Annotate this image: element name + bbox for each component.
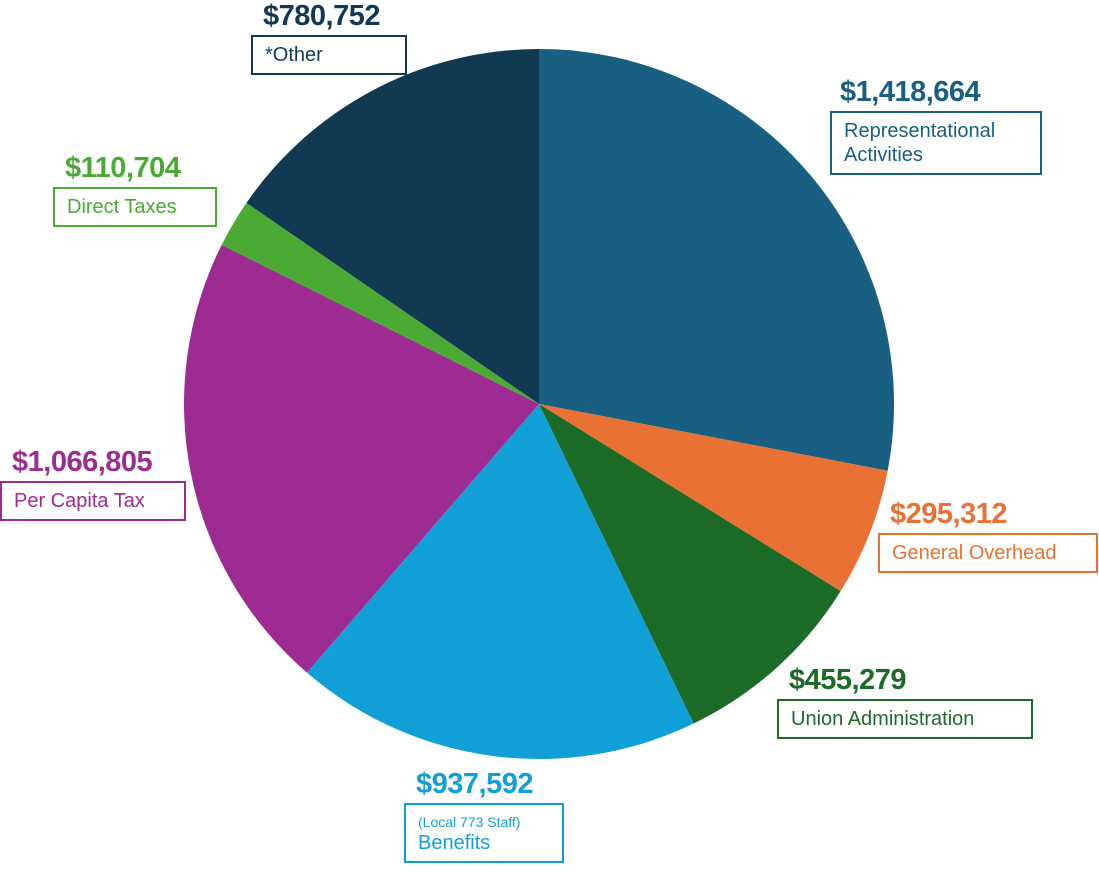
slice-label-text: *Other: [265, 44, 323, 66]
slice-label-text: Per Capita Tax: [14, 490, 145, 512]
slice-category-label: Per Capita Tax: [0, 481, 186, 521]
slice-value-label: $780,752: [263, 0, 380, 32]
callout-direct-taxes: $110,704 Direct Taxes: [53, 152, 217, 227]
pie-slice-direct-taxes: [221, 202, 539, 404]
slice-label-text: Representational Activities: [844, 120, 996, 166]
slice-category-label: Union Administration: [777, 699, 1033, 739]
slice-category-label: General Overhead: [878, 533, 1098, 573]
callout-benefits: $937,592 (Local 773 Staff) Benefits: [404, 768, 564, 863]
callout-union-administration: $455,279 Union Administration: [777, 664, 1033, 739]
slice-category-label: *Other: [251, 35, 407, 75]
pie-slice-benefits: [306, 404, 694, 760]
callout-general-overhead: $295,312 General Overhead: [878, 498, 1098, 573]
slice-category-label: (Local 773 Staff) Benefits: [404, 803, 564, 863]
pie-slice-representational-activities: [539, 49, 895, 471]
pie-slice-general-overhead: [539, 404, 888, 592]
slice-value-label: $937,592: [416, 768, 533, 800]
pie-slice-per-capita-tax: [184, 244, 540, 673]
slice-value-label: $110,704: [65, 152, 181, 184]
pie-slice-union-administration: [539, 404, 841, 724]
callout-other: $780,752 *Other: [251, 0, 407, 75]
slice-note-text: (Local 773 Staff): [418, 814, 521, 830]
pie-slice-other: [246, 49, 539, 404]
slice-value-label: $455,279: [789, 664, 906, 696]
callout-per-capita-tax: $1,066,805 Per Capita Tax: [0, 446, 186, 521]
callout-representational-activities: $1,418,664 Representational Activities: [830, 76, 1042, 175]
slice-category-label: Representational Activities: [830, 111, 1042, 175]
slice-value-label: $295,312: [890, 498, 1007, 530]
slice-category-label: Direct Taxes: [53, 187, 217, 227]
slice-label-text: Direct Taxes: [67, 196, 177, 218]
slice-label-text: Benefits: [418, 832, 491, 854]
slice-label-text: Union Administration: [791, 708, 975, 730]
slice-value-label: $1,066,805: [12, 446, 153, 478]
slice-value-label: $1,418,664: [840, 76, 981, 108]
slice-label-text: General Overhead: [892, 542, 1057, 564]
